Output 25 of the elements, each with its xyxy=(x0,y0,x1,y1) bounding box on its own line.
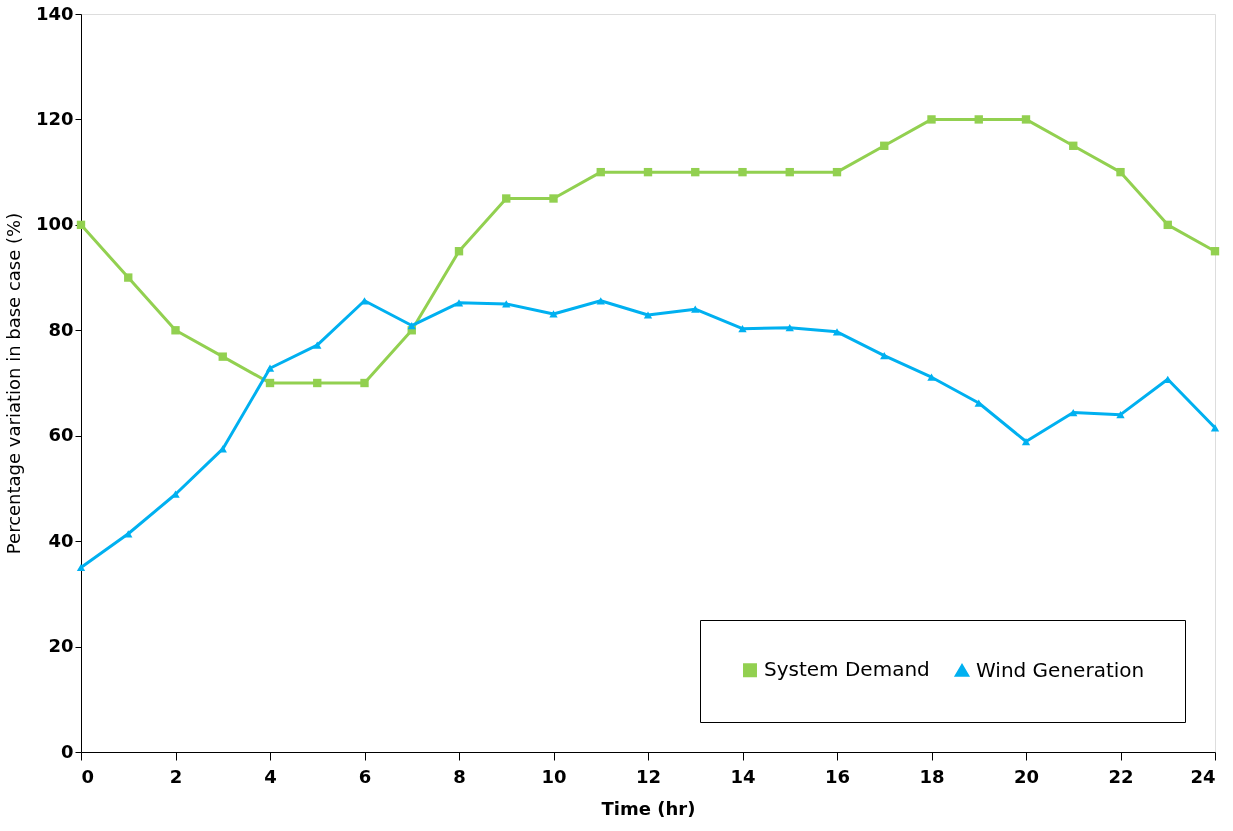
y-tick-label: 60 xyxy=(48,424,74,446)
x-tick-label: 24 xyxy=(1190,765,1216,787)
x-tick-label: 4 xyxy=(264,765,277,787)
x-tick-label: 12 xyxy=(635,765,662,787)
x-tick-label: 6 xyxy=(358,765,372,787)
x-tick-label: 10 xyxy=(541,765,567,787)
y-tick-label: 120 xyxy=(35,107,74,129)
legend-label: Wind Generation xyxy=(976,657,1145,682)
y-tick-label: 0 xyxy=(60,740,74,762)
x-tick-label: 16 xyxy=(824,765,851,787)
y-tick-label: 140 xyxy=(35,2,74,24)
x-tick-label: 2 xyxy=(169,765,183,787)
x-tick-label: 20 xyxy=(1013,765,1040,787)
x-tick-label: 18 xyxy=(919,765,945,787)
y-tick-label: 80 xyxy=(48,318,74,340)
x-tick-label: 14 xyxy=(730,765,756,787)
legend-label: System Demand xyxy=(764,657,930,682)
x-tick-label: 8 xyxy=(453,765,466,787)
x-tick-label: 0 xyxy=(81,765,95,787)
y-axis-title: Percentage variation in base case (%) xyxy=(2,212,24,555)
y-tick-label: 40 xyxy=(48,529,74,551)
x-axis-title: Time (hr) xyxy=(601,797,696,819)
y-tick-label: 20 xyxy=(48,635,74,657)
y-tick-label: 100 xyxy=(35,213,74,235)
x-tick-label: 22 xyxy=(1108,765,1134,787)
